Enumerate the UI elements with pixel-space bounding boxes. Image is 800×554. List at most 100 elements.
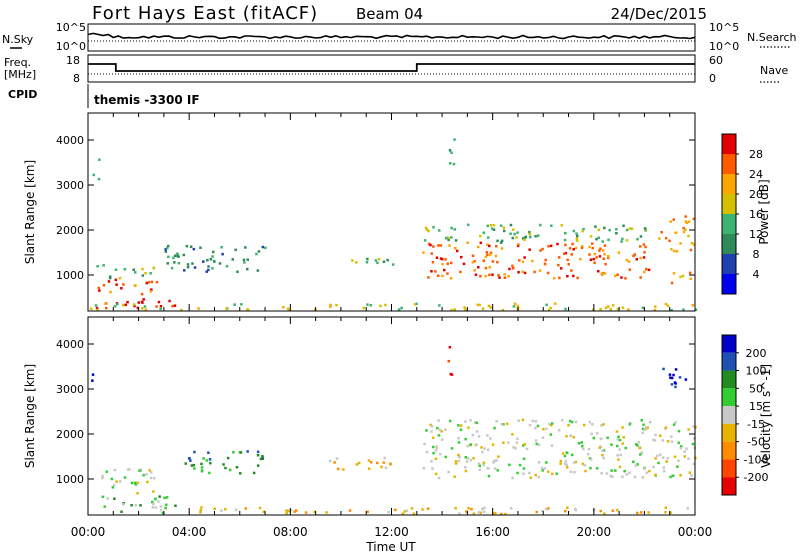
heatmap-cell (114, 268, 118, 271)
heatmap-cell (202, 457, 205, 460)
heatmap-cell (239, 451, 243, 454)
heatmap-cell (190, 464, 194, 467)
heatmap-cell (500, 247, 504, 250)
heatmap-cell (589, 258, 593, 261)
heatmap-cell (674, 385, 677, 389)
heatmap-cell (256, 269, 260, 272)
heatmap-cell (639, 256, 642, 260)
heatmap-cell (477, 462, 481, 465)
heatmap-cell (598, 249, 601, 252)
heatmap-cell (423, 239, 427, 242)
colorbar-tick-label: 12 (749, 228, 763, 241)
heatmap-cell (481, 450, 484, 454)
heatmap-cell (471, 261, 475, 264)
heatmap-cell (659, 434, 662, 437)
heatmap-cell (405, 509, 409, 512)
heatmap-cell (386, 258, 389, 262)
heatmap-cell (422, 251, 425, 254)
heatmap-cell (435, 445, 438, 448)
heatmap-cell (159, 304, 163, 308)
heatmap-cell (522, 467, 526, 470)
heatmap-cell (471, 254, 475, 257)
heatmap-cell (589, 458, 593, 461)
heatmap-cell (441, 274, 444, 278)
heatmap-cell (673, 381, 677, 384)
heatmap-cell (669, 475, 672, 479)
heatmap-cell (154, 497, 157, 501)
heatmap-cell (643, 428, 646, 431)
heatmap-cell (472, 457, 475, 460)
heatmap-cell (632, 254, 635, 258)
heatmap-cell (476, 303, 480, 307)
heatmap-cell (617, 435, 620, 438)
heatmap-cell (553, 277, 556, 280)
heatmap-cell (148, 469, 151, 472)
heatmap-cell (511, 264, 514, 268)
heatmap-cell (576, 239, 579, 242)
heatmap-cell (335, 457, 339, 460)
heatmap-cell (447, 238, 450, 242)
heatmap-cell (495, 459, 498, 462)
heatmap-cell (133, 304, 136, 308)
heatmap-cell (674, 421, 677, 424)
heatmap-cell (624, 446, 627, 450)
heatmap-cell (694, 426, 697, 429)
heatmap-cell (182, 253, 186, 257)
heatmap-cell (484, 274, 487, 278)
heatmap-cell (599, 509, 602, 513)
heatmap-cell (685, 221, 689, 225)
heatmap-cell (101, 476, 104, 480)
heatmap-cell (491, 273, 494, 276)
heatmap-cell (523, 443, 526, 446)
heatmap-cell (534, 439, 538, 442)
heatmap-cell (564, 510, 567, 513)
freq-panel: Freq. [MHz] 18 8 60 0 Nave (4, 54, 788, 85)
heatmap-cell (600, 437, 603, 441)
heatmap-cell (591, 246, 594, 250)
heatmap-cell (531, 259, 534, 263)
heatmap-cell (197, 307, 200, 310)
heatmap-cell (128, 468, 131, 471)
heatmap-cell (145, 473, 148, 476)
heatmap-cell (458, 455, 461, 459)
heatmap-cell (654, 433, 657, 437)
heatmap-cell (149, 288, 153, 291)
heatmap-cell (642, 243, 646, 246)
colorbar-segment (722, 174, 736, 194)
heatmap-cell (489, 224, 493, 227)
heatmap-cell (688, 471, 692, 474)
heatmap-cell (549, 306, 552, 310)
heatmap-cell (677, 429, 681, 433)
heatmap-cell (285, 509, 288, 512)
heatmap-cell (572, 274, 575, 278)
heatmap-cell (427, 229, 430, 233)
heatmap-cell (583, 464, 587, 467)
heatmap-cell (450, 447, 454, 450)
heatmap-cell (568, 419, 572, 423)
heatmap-cell (481, 307, 485, 310)
heatmap-cell (453, 138, 456, 141)
colorbar-tick-label: -200 (744, 471, 769, 484)
heatmap-cell (376, 261, 379, 265)
heatmap-cell (142, 298, 145, 301)
heatmap-cell (664, 236, 668, 240)
heatmap-cell (609, 474, 612, 478)
heatmap-cell (592, 436, 596, 440)
heatmap-cell (466, 444, 469, 448)
heatmap-cell (627, 260, 631, 263)
heatmap-cell (538, 269, 542, 272)
heatmap-cell (490, 227, 494, 230)
heatmap-cell (686, 507, 690, 510)
velocity-colorbar-label: Velocity [m s^-1] (759, 364, 773, 468)
heatmap-cell (147, 281, 151, 284)
colorbar-tick-label: 50 (749, 382, 763, 395)
heatmap-cell (159, 508, 163, 512)
heatmap-cell (589, 466, 592, 470)
heatmap-cell (130, 504, 133, 507)
heatmap-cell (186, 263, 190, 266)
heatmap-cell (464, 469, 468, 473)
heatmap-cell (672, 474, 675, 477)
heatmap-cell (643, 270, 646, 274)
heatmap-cell (641, 431, 644, 435)
heatmap-cell (287, 509, 290, 513)
